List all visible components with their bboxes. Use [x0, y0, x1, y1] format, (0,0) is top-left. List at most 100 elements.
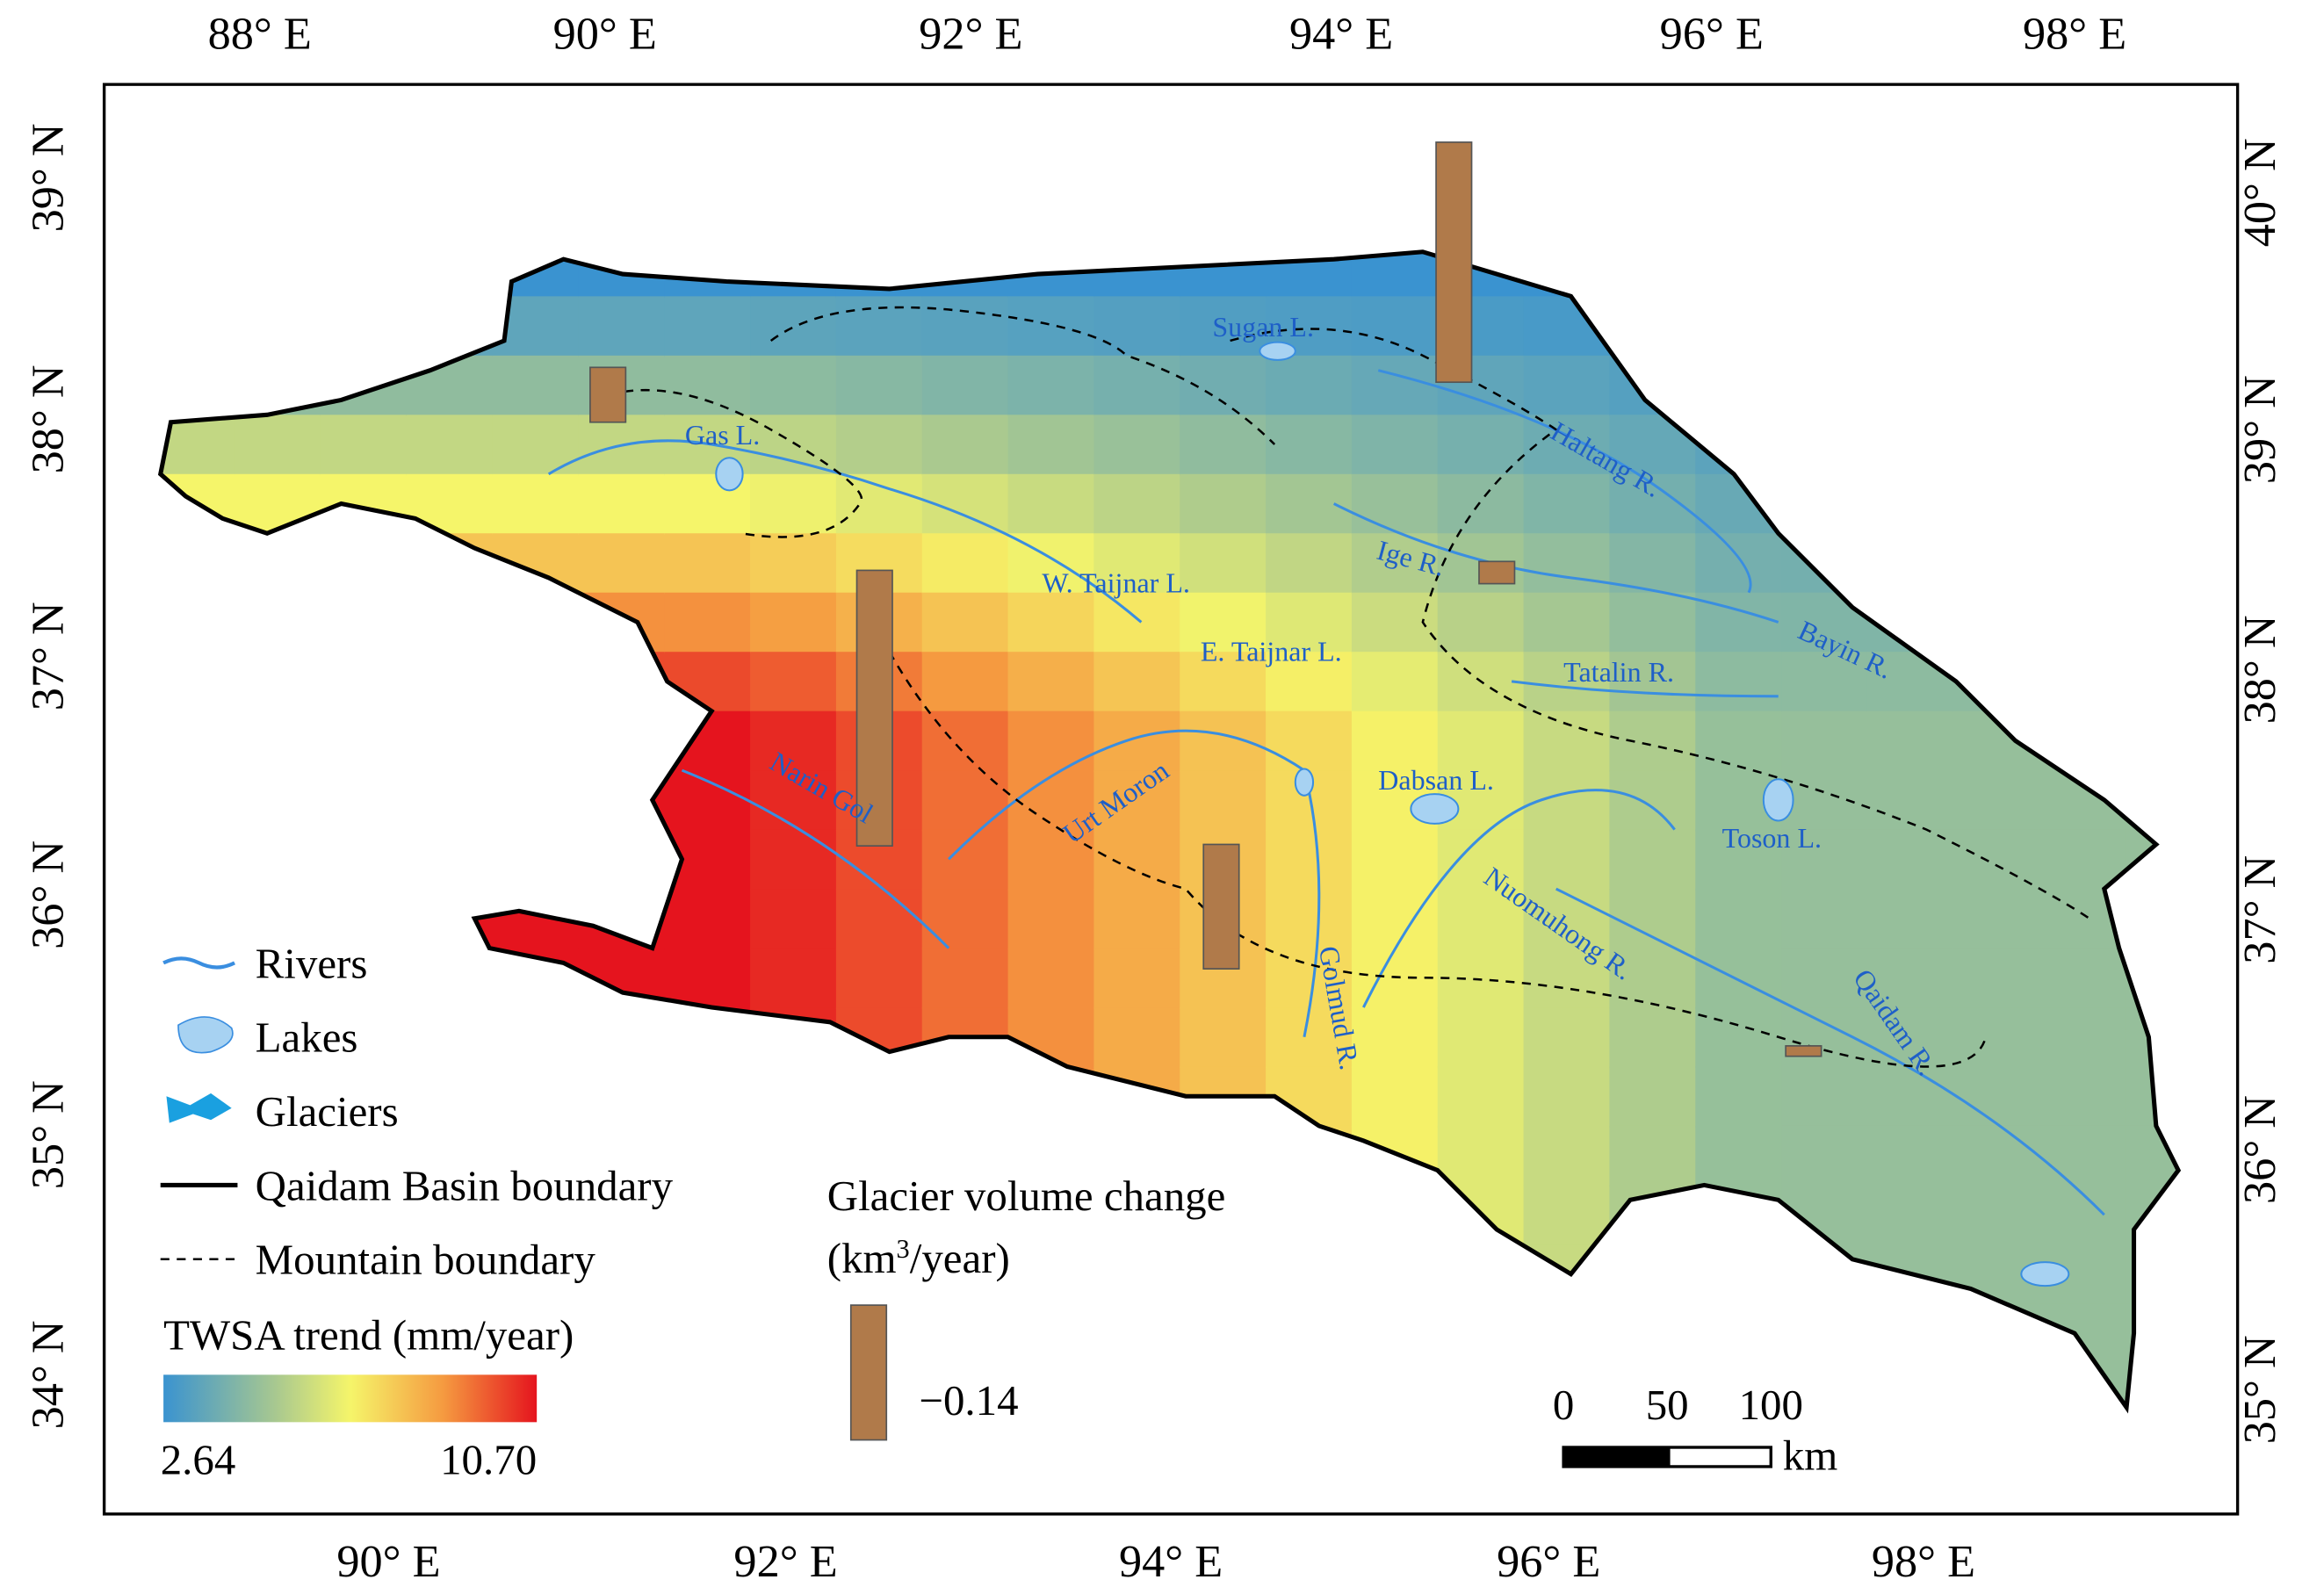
grid-cell — [1609, 1303, 1697, 1365]
grid-cell — [2125, 533, 2179, 595]
grid-cell — [2039, 251, 2127, 299]
grid-cell — [406, 251, 494, 299]
grid-cell — [2125, 473, 2179, 535]
grid-cell — [1866, 592, 1955, 653]
rivers — [547, 369, 2105, 1216]
grid-cell — [1180, 296, 1267, 357]
grid-cell — [921, 533, 1010, 595]
grid-cell — [1695, 296, 1783, 357]
grid-cell — [1523, 473, 1612, 535]
grid-cell — [1952, 533, 2041, 595]
grid-cell — [406, 473, 494, 535]
grid-cell — [1266, 1185, 1353, 1246]
grid-cell — [664, 296, 752, 357]
grid-cell — [235, 770, 322, 832]
grid-cell — [492, 1007, 581, 1069]
grid-cell — [1093, 415, 1181, 476]
grid-cell — [664, 1125, 752, 1187]
colorbar-max: 10.70 — [440, 1435, 537, 1483]
grid-cell — [1351, 1303, 1440, 1365]
grid-cell — [1866, 296, 1955, 357]
grid-cell — [160, 829, 236, 891]
grid-cell — [406, 533, 494, 595]
grid-cell — [1093, 355, 1181, 416]
grid-cell — [1437, 1244, 1526, 1306]
grid-cell — [1437, 710, 1526, 772]
unit-sup: 3 — [897, 1234, 910, 1264]
grid-cell — [2039, 948, 2127, 1009]
grid-cell — [406, 592, 494, 653]
grid-cell — [492, 652, 581, 713]
grid-cell — [2125, 652, 2179, 713]
colorbar-title: TWSA trend (mm/year) — [163, 1311, 574, 1360]
grid-cell — [1093, 533, 1181, 595]
grid-cell — [160, 251, 236, 299]
place-label: E. Taijnar L. — [1201, 635, 1342, 667]
right-tick-label: 37° N — [2234, 855, 2285, 964]
grid-cell — [1437, 1125, 1526, 1187]
grid-cell — [664, 770, 752, 832]
grid-cell — [160, 652, 236, 713]
grid-cell — [664, 652, 752, 713]
grid-cell — [1866, 415, 1955, 476]
grid-cell — [664, 948, 752, 1009]
grid-cell — [1952, 652, 2041, 713]
grid-cell — [1609, 1125, 1697, 1187]
grid-cell — [1351, 1125, 1440, 1187]
grid-cell — [664, 1303, 752, 1365]
grid-cell — [1952, 1185, 2041, 1246]
grid-cell — [320, 710, 408, 772]
grid-cell — [1266, 948, 1353, 1009]
grid-cell — [750, 533, 838, 595]
grid-cell — [1007, 592, 1096, 653]
grid-cell — [1351, 829, 1440, 891]
grid-cell — [1093, 592, 1181, 653]
grid-cell — [578, 473, 666, 535]
grid-cell — [664, 592, 752, 653]
grid-cell — [750, 1303, 838, 1365]
grid-cell — [1351, 1066, 1440, 1128]
grid-cell — [1609, 296, 1697, 357]
grid-cell — [1781, 1303, 1869, 1365]
top-tick-label: 90° E — [553, 9, 657, 60]
grid-cell — [1695, 1303, 1783, 1365]
grid-cell — [1952, 948, 2041, 1009]
grid-cell — [2039, 296, 2127, 357]
grid-cell — [664, 1007, 752, 1069]
grid-cell — [2125, 1125, 2179, 1187]
grid-cell — [1695, 948, 1783, 1009]
legend-mountain: Mountain boundary — [256, 1236, 596, 1284]
grid-cell — [1781, 296, 1869, 357]
grid-cell — [1266, 652, 1353, 713]
colorbar-min: 2.64 — [161, 1435, 236, 1483]
grid-cell — [1609, 829, 1697, 891]
unit-close: /year) — [910, 1234, 1010, 1282]
grid-cell — [1781, 251, 1869, 299]
grid-cell — [921, 296, 1010, 357]
grid-cell — [160, 533, 236, 595]
grid-cell — [492, 1066, 581, 1128]
grid-cell — [1266, 473, 1353, 535]
grid-cell — [1093, 829, 1181, 891]
grid-cell — [1781, 770, 1869, 832]
grid-cell — [1266, 251, 1353, 299]
grid-cell — [235, 652, 322, 713]
legend-river-symbol — [162, 956, 236, 970]
grid-cell — [492, 473, 581, 535]
mountain-boundary — [592, 306, 2090, 1068]
grid-cell — [1093, 889, 1181, 950]
grid-cell — [1351, 355, 1440, 416]
grid-cell — [835, 296, 924, 357]
grid-cell — [320, 652, 408, 713]
grid-cell — [2125, 1244, 2179, 1306]
grid-cell — [578, 592, 666, 653]
bottom-tick-label: 92° E — [733, 1536, 837, 1587]
grid-cell — [1437, 415, 1526, 476]
grid-cell — [1523, 948, 1612, 1009]
grid-cell — [1866, 473, 1955, 535]
grid-cell — [235, 710, 322, 772]
grid-cell — [1866, 355, 1955, 416]
grid-cell — [1180, 1244, 1267, 1306]
grid-cell — [320, 829, 408, 891]
grid-cell — [921, 770, 1010, 832]
